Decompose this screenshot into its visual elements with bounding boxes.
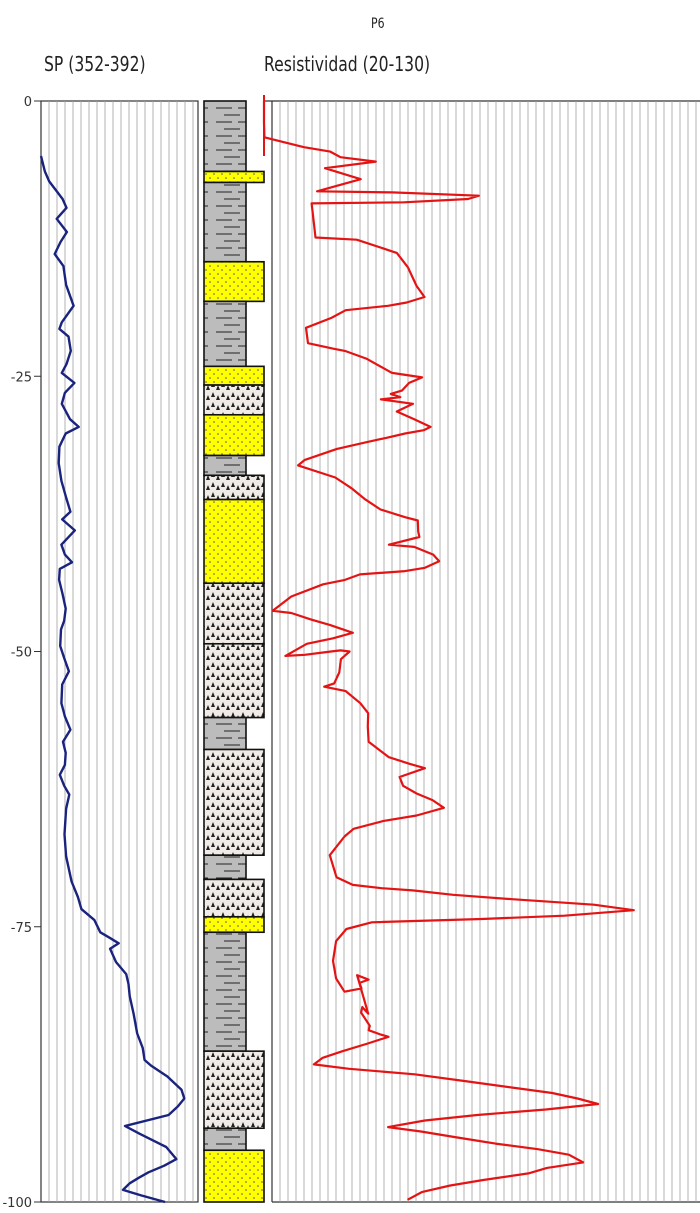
litho-layer-shale xyxy=(203,100,247,173)
litho-layer-shale xyxy=(203,1127,247,1152)
litho-layer-shale xyxy=(203,181,247,263)
litho-layer-shale xyxy=(203,300,247,368)
litho-layer-shale xyxy=(203,931,247,1052)
litho-layer-gravel xyxy=(203,582,265,645)
litho-layer-shale xyxy=(203,716,247,751)
litho-layer-gravel xyxy=(203,474,265,501)
depth-tick-label: -75 xyxy=(11,921,32,936)
litho-layer-sand xyxy=(203,365,265,386)
litho-layer-shale xyxy=(203,854,247,881)
litho-layer-sand xyxy=(203,1149,265,1203)
depth-tick-label: -25 xyxy=(11,370,32,385)
resistivity-curve xyxy=(262,101,635,1201)
lithology-column xyxy=(203,100,265,1203)
litho-layer-sand xyxy=(203,260,265,303)
sp-curve xyxy=(39,155,186,1204)
resistivity-track-grid xyxy=(264,100,700,1203)
sp-track-label: SP (352-392) xyxy=(44,52,146,76)
litho-layer-sand xyxy=(203,170,265,184)
litho-layer-sand xyxy=(203,916,265,934)
resistivity-track-label: Resistividad (20-130) xyxy=(264,52,431,76)
depth-tick-label: -100 xyxy=(2,1196,32,1211)
litho-layer-gravel xyxy=(203,642,265,719)
depth-tick-label: -50 xyxy=(11,646,32,661)
sp-curve-layer xyxy=(39,155,186,1204)
depth-tick-label: 0 xyxy=(24,95,32,110)
litho-layer-gravel xyxy=(203,1050,265,1130)
litho-layer-gravel xyxy=(203,384,265,416)
litho-layer-sand xyxy=(203,498,265,585)
litho-layer-shale xyxy=(203,454,247,477)
resistivity-curve-layer xyxy=(262,101,635,1201)
litho-layer-gravel xyxy=(203,878,265,918)
well-name: P6 xyxy=(371,16,385,32)
litho-layer-gravel xyxy=(203,748,265,856)
litho-layer-sand xyxy=(203,413,265,457)
depth-axis: 0 -25 -50 -75 -100 xyxy=(2,95,41,1211)
